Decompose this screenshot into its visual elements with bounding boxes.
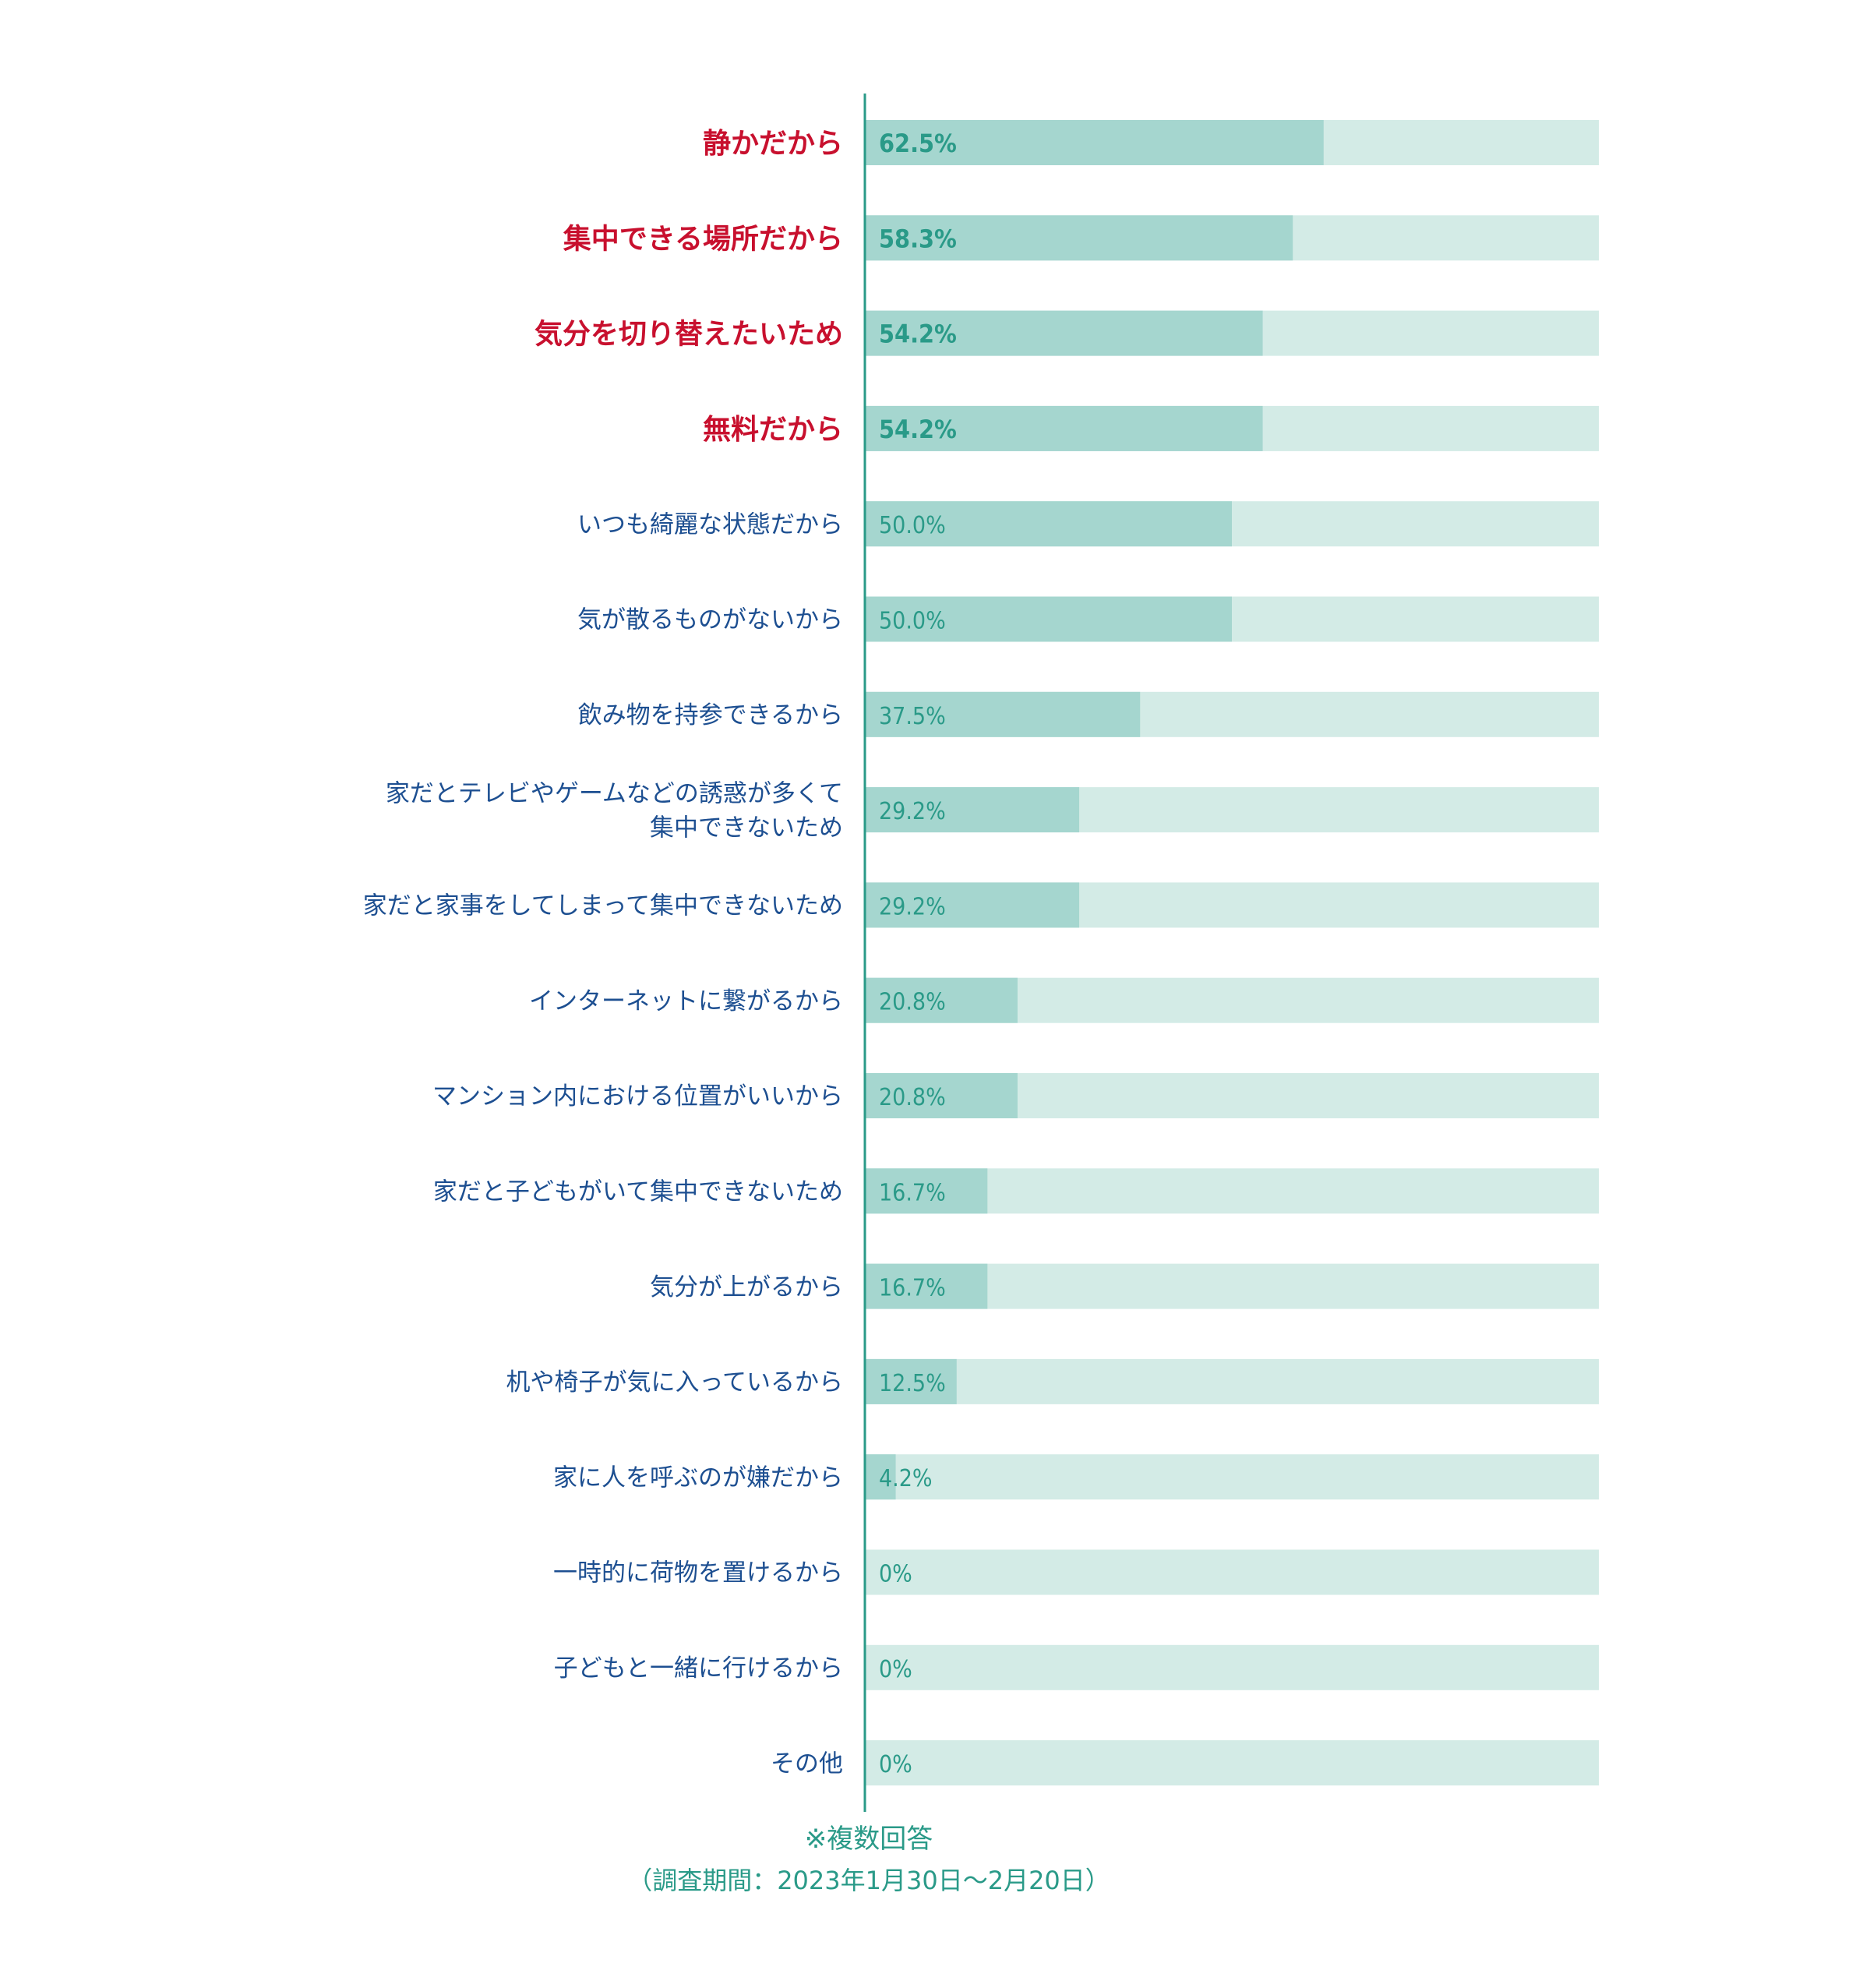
value-label: 0%	[879, 1561, 912, 1588]
category-label: マンション内における位置がいいから	[432, 1082, 843, 1111]
value-label: 20.8%	[879, 989, 946, 1016]
bar	[865, 1263, 988, 1309]
bar-track	[865, 1644, 1599, 1690]
value-label: 0%	[879, 1656, 912, 1683]
value-label: 50.0%	[879, 512, 946, 539]
value-label: 29.2%	[879, 798, 946, 825]
category-label: 一時的に荷物を置けるから	[553, 1559, 843, 1587]
category-label: 子どもと一緒に行けるから	[554, 1654, 843, 1683]
bar	[865, 691, 1141, 737]
value-label: 4.2%	[879, 1465, 933, 1492]
category-label: 集中できないため	[650, 814, 843, 842]
bar-track	[865, 1549, 1599, 1595]
category-label: 気分が上がるから	[650, 1273, 843, 1301]
bar	[865, 1454, 896, 1500]
value-label: 50.0%	[879, 608, 946, 635]
bar-track	[865, 1740, 1599, 1786]
value-label: 58.3%	[879, 224, 957, 253]
value-label: 62.5%	[879, 129, 957, 158]
bar	[865, 405, 1263, 451]
bar	[865, 501, 1232, 547]
value-label: 37.5%	[879, 703, 946, 730]
bar	[865, 120, 1324, 165]
value-label: 54.2%	[879, 415, 957, 444]
category-label: その他	[771, 1750, 843, 1778]
category-label: 飲み物を持参できるから	[578, 701, 843, 729]
value-label: 54.2%	[879, 320, 957, 349]
value-label: 16.7%	[879, 1179, 946, 1206]
bar	[865, 787, 1080, 833]
category-label: 机や椅子が気に入っているから	[506, 1368, 843, 1397]
bar	[865, 596, 1232, 642]
category-label: 家だとテレビやゲームなどの誘惑が多くて	[386, 779, 843, 807]
value-label: 16.7%	[879, 1275, 946, 1302]
bar	[865, 1073, 1018, 1118]
value-label: 20.8%	[879, 1084, 946, 1111]
bar-track	[865, 1454, 1599, 1500]
value-label: 12.5%	[879, 1370, 946, 1397]
bar	[865, 215, 1293, 261]
category-label: 無料だから	[703, 414, 843, 446]
category-label: 気が散るものがないから	[577, 606, 843, 634]
bar	[865, 1358, 957, 1404]
bar-track	[865, 1358, 1599, 1404]
category-label: 静かだから	[703, 128, 843, 160]
category-label: 集中できる場所だから	[563, 223, 843, 255]
bar	[865, 882, 1080, 928]
value-label: 29.2%	[879, 893, 946, 920]
bar	[865, 310, 1263, 356]
bar-chart: 62.5% 静かだから 58.3% 集中できる場所だから 54.2% 気分を切り替えたいた…	[363, 94, 1599, 1812]
category-label: 家だと子どもがいて集中できないため	[433, 1178, 843, 1206]
category-label: 家に人を呼ぶのが嫌だから	[553, 1464, 843, 1492]
category-label: いつも綺麗な状態だから	[577, 510, 843, 538]
value-label: 0%	[879, 1751, 912, 1778]
multiple-answers-note: ※複数回答	[804, 1824, 933, 1855]
bar	[865, 1168, 988, 1214]
category-label: 家だと家事をしてしまって集中できないため	[363, 892, 843, 920]
category-label: インターネットに繋がるから	[529, 987, 843, 1015]
bar	[865, 977, 1018, 1023]
category-label: 気分を切り替えたいため	[535, 319, 843, 351]
survey-period-note: （調査期間：2023年1月30日～2月20日）	[627, 1866, 1110, 1895]
